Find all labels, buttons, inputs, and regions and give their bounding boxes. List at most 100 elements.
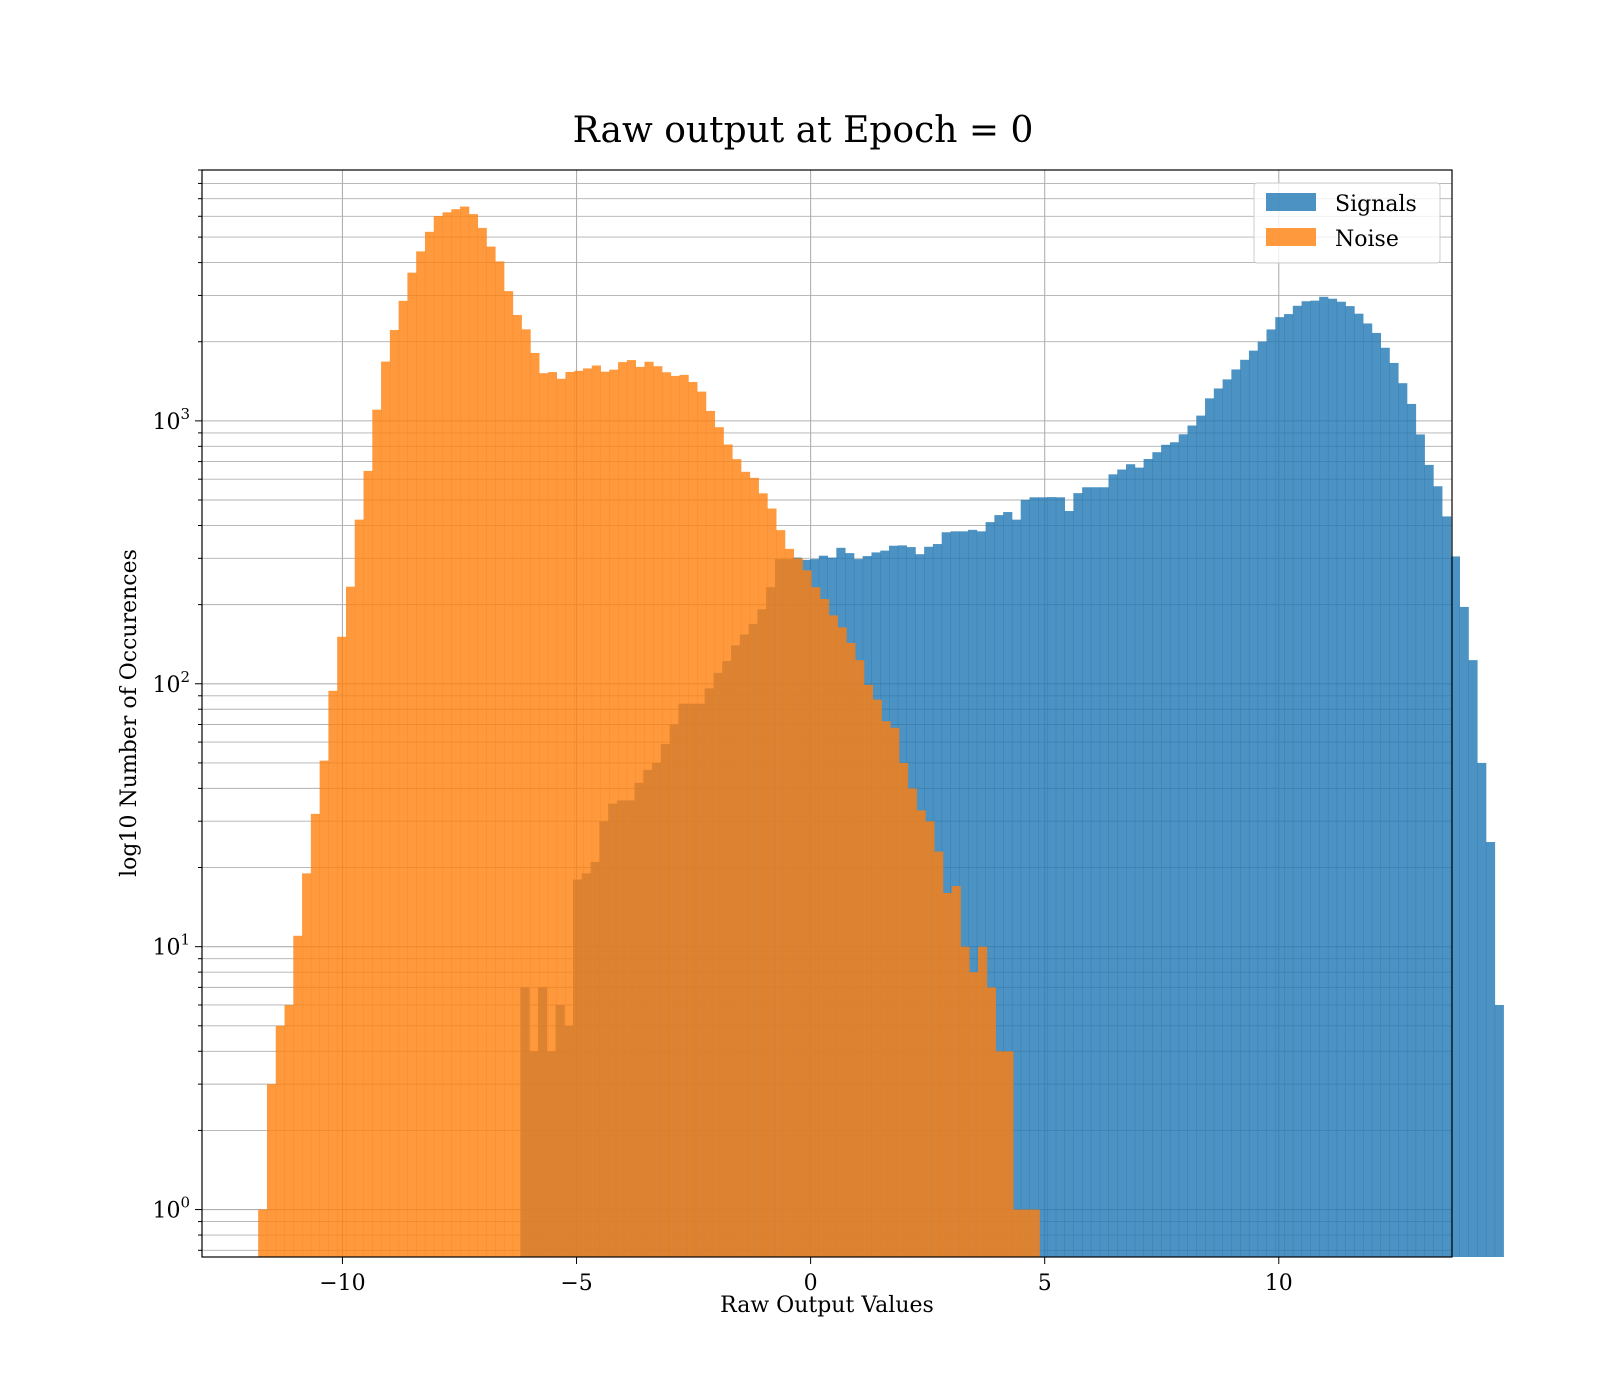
histogram-bar-noise	[802, 570, 812, 1257]
histogram-bar-noise	[960, 946, 970, 1257]
histogram-bar-noise	[898, 762, 909, 1257]
histogram-bar-noise	[574, 370, 584, 1258]
histogram-bar-noise	[468, 214, 479, 1257]
x-tick-label: −10	[319, 1271, 365, 1296]
histogram-bar-signals	[1003, 512, 1013, 1257]
x-axis-title: Raw Output Values	[720, 1293, 934, 1318]
histogram-bar-signals	[1213, 388, 1223, 1258]
histogram-bar-noise	[793, 558, 803, 1257]
histogram-bar-noise	[855, 660, 865, 1257]
histogram-bar-noise	[697, 391, 707, 1257]
histogram-bar-noise	[776, 530, 786, 1257]
histogram-bar-noise	[740, 471, 751, 1257]
histogram-bar-signals	[1240, 359, 1250, 1257]
histogram-bar-signals	[1073, 493, 1083, 1257]
legend-swatch-noise	[1266, 228, 1316, 246]
y-tick-label: 103	[152, 405, 190, 435]
histogram-bar-noise	[477, 227, 487, 1258]
histogram-bar-noise	[310, 813, 321, 1257]
histogram-bar-noise	[381, 361, 391, 1257]
histogram-bar-noise	[442, 212, 452, 1257]
histogram-bar-signals	[1398, 383, 1408, 1257]
histogram-bar-noise	[345, 586, 356, 1257]
histogram-bar-noise	[337, 636, 347, 1257]
histogram-bar-noise	[618, 362, 628, 1257]
histogram-bar-noise	[486, 246, 496, 1257]
legend-label-noise: Noise	[1335, 227, 1399, 252]
histogram-bar-signals	[1468, 660, 1478, 1257]
x-tick-label: −5	[560, 1271, 592, 1296]
histogram-bar-noise	[354, 519, 364, 1257]
histogram-bar-noise	[521, 329, 531, 1258]
histogram-bar-noise	[539, 373, 549, 1258]
histogram-bar-signals	[976, 531, 986, 1257]
histogram-bar-noise	[460, 206, 470, 1257]
histogram-bar-noise	[863, 684, 874, 1257]
histogram-bar-noise	[872, 699, 882, 1257]
histogram-bar-signals	[1161, 444, 1171, 1257]
histogram-bar-signals	[1363, 323, 1373, 1258]
histogram-bar-signals	[1011, 519, 1022, 1257]
histogram-bar-signals	[1205, 398, 1215, 1258]
histogram-bar-noise	[679, 374, 689, 1257]
histogram-bar-signals	[1047, 497, 1057, 1258]
y-axis-title: log10 Number of Occurences	[117, 549, 142, 877]
histogram-bar-noise	[275, 1025, 285, 1257]
histogram-bar-noise	[626, 360, 637, 1258]
histogram-bar-signals	[1310, 300, 1320, 1257]
histogram-bar-signals	[1292, 305, 1302, 1257]
histogram-bar-noise	[530, 352, 540, 1257]
histogram-bar-signals	[1354, 313, 1364, 1257]
histogram-bar-signals	[985, 522, 995, 1257]
histogram-bar-signals	[1222, 379, 1232, 1257]
histogram-bar-noise	[416, 251, 426, 1257]
legend-label-signals: Signals	[1335, 192, 1417, 217]
histogram-bar-signals	[1126, 464, 1136, 1258]
histogram-bar-noise	[811, 587, 821, 1257]
histogram-bar-noise	[582, 368, 593, 1257]
histogram-bar-signals	[1336, 301, 1346, 1258]
histogram-bar-noise	[1013, 1209, 1023, 1257]
histogram-bar-noise	[828, 615, 838, 1257]
histogram-bar-noise	[881, 721, 891, 1257]
histogram-bar-signals	[1284, 314, 1294, 1258]
histogram-bar-signals	[1231, 369, 1241, 1257]
plot-frame	[201, 169, 1453, 1258]
histogram-bar-noise	[512, 314, 522, 1258]
x-tick-label: 0	[804, 1271, 818, 1296]
histogram-bar-noise	[758, 493, 768, 1258]
series-noise	[258, 206, 1040, 1258]
histogram-bar-noise	[916, 810, 926, 1257]
histogram-bar-signals	[1082, 487, 1092, 1257]
histogram-bar-noise	[942, 893, 953, 1257]
histogram-bar-signals	[1134, 467, 1144, 1257]
histogram-bar-noise	[547, 372, 558, 1258]
y-tick-label: 100	[152, 1194, 190, 1224]
histogram-bar-signals	[1459, 606, 1469, 1257]
histogram-bar-signals	[1380, 347, 1390, 1257]
histogram-bar-signals	[1143, 459, 1153, 1257]
histogram-bar-noise	[1030, 1209, 1040, 1257]
histogram-bar-noise	[556, 378, 566, 1258]
axis-ticks: −10 −5 0 5 10 100 101 102 103	[152, 169, 1293, 1296]
histogram-bar-signals	[1029, 497, 1039, 1257]
histogram-bar-signals	[1117, 469, 1127, 1257]
histogram-bar-noise	[837, 627, 847, 1257]
histogram-bar-noise	[819, 599, 830, 1257]
histogram-bar-signals	[1389, 362, 1399, 1257]
histogram-bar-signals	[959, 531, 969, 1257]
histogram-bar-signals	[1494, 1004, 1504, 1257]
histogram-bar-noise	[986, 987, 996, 1257]
histogram-bar-noise	[784, 548, 795, 1257]
histogram-bar-noise	[995, 1051, 1005, 1257]
histogram-bar-noise	[293, 935, 303, 1257]
histogram-bar-noise	[890, 727, 900, 1257]
histogram-bar-signals	[1327, 298, 1338, 1258]
histogram-bar-signals	[1433, 486, 1443, 1257]
x-tick-label: 10	[1265, 1271, 1293, 1296]
histogram-bar-noise	[565, 371, 575, 1257]
histogram-bar-signals	[1257, 341, 1267, 1257]
histogram-bar-signals	[1090, 487, 1101, 1257]
